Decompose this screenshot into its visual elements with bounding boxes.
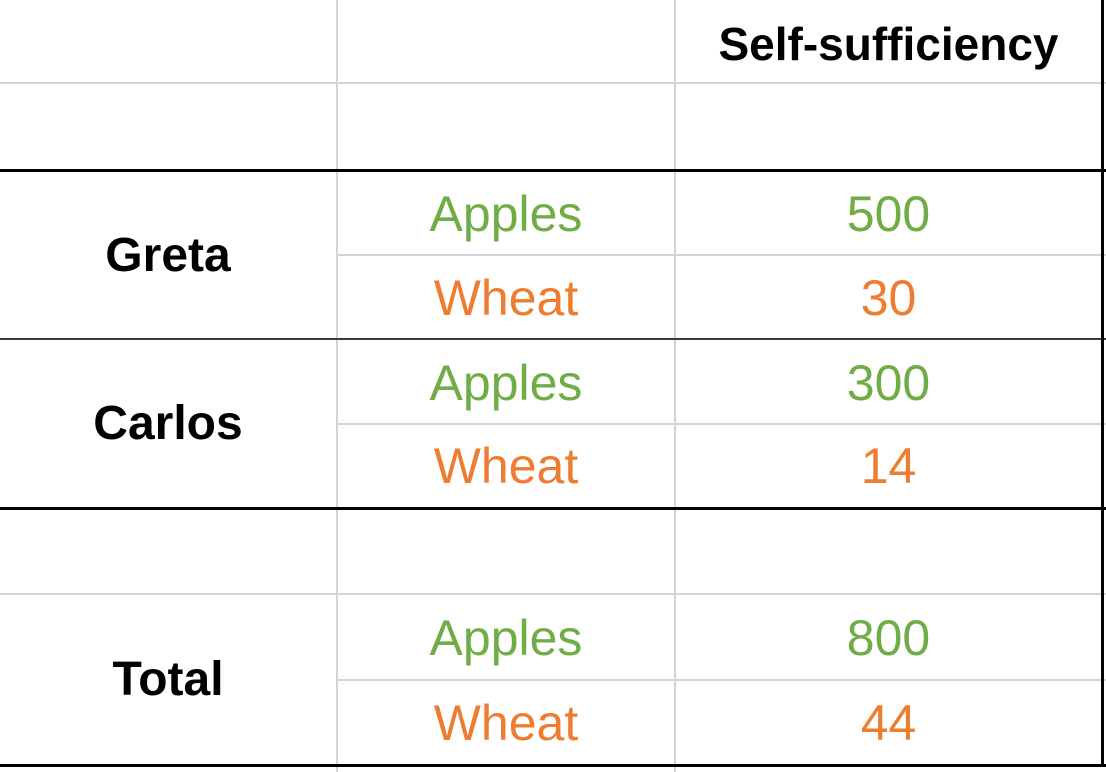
value-cell: 300	[846, 354, 931, 411]
gridline-horizontal	[336, 423, 1106, 425]
crop-label-apples: Apples	[429, 186, 583, 242]
value-cell: 800	[846, 610, 931, 666]
crop-label-wheat: Wheat	[433, 438, 579, 494]
table-border-middle	[0, 507, 1106, 510]
header-self-sufficiency: Self-sufficiency	[718, 18, 1059, 70]
gridline-vertical	[336, 0, 338, 772]
gridline-vertical	[674, 0, 676, 772]
gridline-horizontal	[0, 82, 1106, 84]
value-cell: 44	[860, 694, 917, 751]
table-border-right	[1101, 0, 1104, 767]
gridline-horizontal	[336, 679, 1106, 681]
value-cell: 14	[860, 438, 917, 494]
table-border-top	[0, 169, 1106, 172]
crop-label-wheat: Wheat	[433, 270, 579, 326]
group-label-greta: Greta	[105, 228, 231, 282]
crop-label-wheat: Wheat	[433, 694, 579, 751]
value-cell: 30	[860, 270, 917, 326]
gridline-horizontal	[0, 593, 1106, 595]
crop-label-apples: Apples	[429, 610, 583, 666]
group-label-carlos: Carlos	[93, 397, 243, 450]
group-label-total: Total	[112, 653, 224, 706]
group-separator	[0, 338, 1106, 340]
table-border-bottom	[0, 764, 1106, 767]
crop-label-apples: Apples	[429, 354, 583, 411]
value-cell: 500	[846, 186, 931, 242]
gridline-horizontal	[336, 254, 1106, 256]
